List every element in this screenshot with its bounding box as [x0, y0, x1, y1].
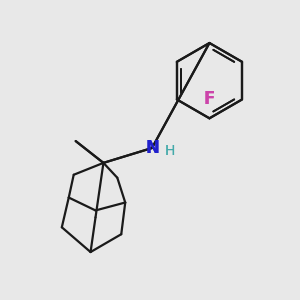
Text: F: F [204, 90, 215, 108]
Text: H: H [165, 144, 175, 158]
Text: F: F [204, 90, 215, 108]
Text: N: N [145, 139, 159, 157]
Text: N: N [145, 139, 159, 157]
Text: H: H [165, 144, 175, 158]
